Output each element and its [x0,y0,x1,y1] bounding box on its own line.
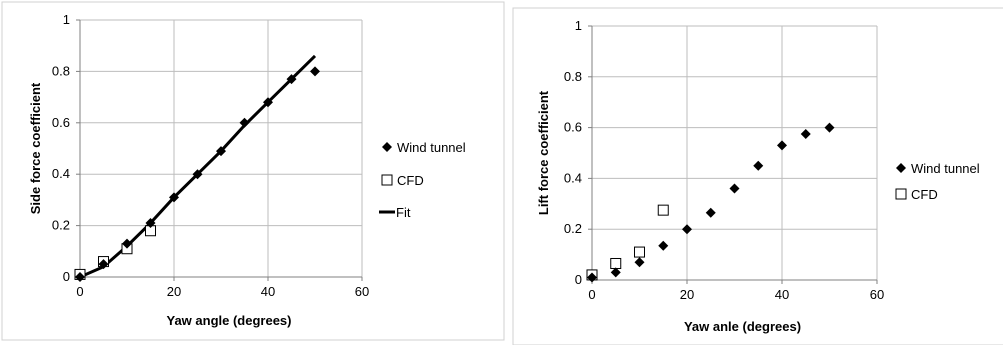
legend-cfd-icon [895,188,907,200]
wind-tunnel-point [286,74,297,85]
wind-tunnel-point [263,97,273,108]
y-axis-label: Side force coefficient [28,82,43,214]
legend-label: CFD [397,173,424,188]
y-tick-label: 0 [575,272,582,287]
wind-tunnel-point [634,257,645,268]
wind-tunnel-point [824,122,835,133]
wind-tunnel-point [658,240,669,251]
wind-tunnel-point [122,238,132,249]
x-tick-label: 60 [355,284,369,299]
x-tick-label: 40 [261,284,275,299]
wind-tunnel-point [705,207,716,218]
y-tick-label: 0.8 [564,69,582,84]
y-tick-label: 1 [63,12,70,27]
x-axis-label: Yaw anle (degrees) [684,319,801,334]
wind-tunnel-point [753,160,764,171]
x-tick-label: 20 [167,284,181,299]
wind-tunnel-point [610,267,621,278]
wind-tunnel-point [777,140,787,151]
wind-tunnel-point [145,218,156,229]
wind-tunnel-point [729,183,740,194]
y-tick-label: 0 [63,269,70,284]
wind-tunnel-point [587,272,597,283]
y-tick-label: 1 [575,18,582,33]
x-axis-label: Yaw angle (degrees) [167,313,292,328]
cfd-point [610,257,622,269]
y-tick-label: 0.6 [52,115,70,130]
wind-tunnel-point [310,66,320,77]
wind-tunnel-point [192,169,203,180]
lift-force-chart: 0 0.2 0.4 0.6 0.8 1 0 20 40 60 Yaw anle (degrees) L… [512,7,1003,345]
wind-tunnel-point [239,117,250,128]
y-tick-label: 0.2 [52,218,70,233]
x-tick-label: 40 [775,287,789,302]
legend-label: Fit [396,205,411,220]
legend-label: Wind tunnel [911,161,980,176]
legend-cfd-icon [381,174,393,186]
side-force-chart: 0 0.2 0.4 0.6 0.8 1 0 20 40 60 Yaw angle (degrees)… [1,1,505,341]
legend-label: CFD [911,187,938,202]
x-tick-label: 60 [870,287,884,302]
wind-tunnel-point [75,272,85,282]
y-tick-label: 0.4 [564,170,582,185]
y-tick-label: 0.2 [564,221,582,236]
y-tick-label: 0.4 [52,166,70,181]
y-tick-label: 0.8 [52,63,70,78]
y-tick-label: 0.6 [564,120,582,135]
legend-wind-tunnel-icon [896,163,906,173]
legend-wind-tunnel-icon [382,142,392,152]
chart-frame [1,1,505,341]
wind-tunnel-point [216,146,226,157]
cfd-point [657,204,669,216]
chart-frame [512,7,1003,345]
wind-tunnel-point [682,224,692,235]
x-tick-label: 0 [76,284,83,299]
wind-tunnel-point [98,259,109,270]
legend-label: Wind tunnel [397,140,466,155]
wind-tunnel-point [169,192,179,203]
x-tick-label: 0 [588,287,595,302]
cfd-point [634,246,645,258]
x-tick-label: 20 [680,287,694,302]
wind-tunnel-point [800,128,811,139]
y-axis-label: Lift force coefficient [536,90,551,215]
